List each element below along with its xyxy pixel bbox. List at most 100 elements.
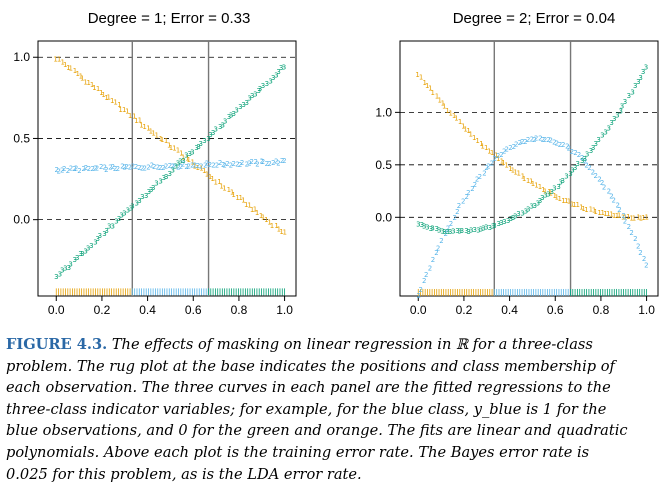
data-point-green: 3: [78, 250, 82, 258]
data-point-green: 3: [502, 218, 506, 226]
data-point-orange: 1: [253, 205, 257, 213]
data-point-blue: 2: [274, 158, 278, 166]
data-point-blue: 2: [633, 235, 637, 243]
data-point-blue: 2: [176, 163, 180, 171]
data-point-orange: 1: [101, 91, 105, 99]
data-point-orange: 1: [75, 70, 79, 78]
data-point-blue: 2: [444, 230, 448, 238]
data-point-orange: 1: [222, 185, 226, 193]
data-point-orange: 1: [422, 79, 426, 87]
data-point-orange: 1: [500, 158, 504, 166]
data-point-blue: 2: [72, 165, 76, 173]
data-point-green: 3: [176, 160, 180, 168]
data-point-green: 3: [499, 219, 503, 227]
data-point-green: 3: [543, 192, 547, 200]
data-point-green: 3: [158, 177, 162, 185]
data-point-blue: 2: [526, 136, 530, 144]
data-point-blue: 2: [57, 168, 61, 176]
data-point-green: 3: [570, 166, 574, 174]
data-point-green: 3: [609, 119, 613, 127]
data-point-green: 3: [479, 225, 483, 233]
data-point-blue: 2: [168, 162, 172, 170]
data-point-green: 3: [114, 218, 118, 226]
x-tick-label: 1.0: [276, 303, 293, 317]
data-point-green: 3: [253, 91, 257, 99]
data-point-green: 3: [164, 173, 168, 181]
data-point-orange: 1: [167, 142, 171, 150]
data-point-orange: 1: [435, 93, 439, 101]
data-point-blue: 2: [74, 165, 78, 173]
data-point-blue: 2: [520, 138, 524, 146]
data-point-green: 3: [583, 155, 587, 163]
data-point-blue: 2: [602, 184, 606, 192]
data-point-green: 3: [466, 228, 470, 236]
data-point-green: 3: [496, 220, 500, 228]
data-point-blue: 2: [609, 192, 613, 200]
data-point-blue: 2: [461, 198, 465, 206]
data-point-green: 3: [488, 224, 492, 232]
data-point-orange: 1: [90, 81, 94, 89]
data-point-green: 3: [154, 179, 158, 187]
data-point-orange: 1: [107, 94, 111, 102]
data-point-orange: 1: [125, 108, 129, 116]
data-point-blue: 2: [532, 136, 536, 144]
data-point-orange: 1: [543, 187, 547, 195]
data-point-green: 3: [218, 123, 222, 131]
data-point-blue: 2: [644, 261, 648, 269]
data-point-orange: 1: [66, 64, 70, 72]
data-point-green: 3: [227, 113, 231, 121]
data-point-green: 3: [221, 122, 225, 130]
data-point-blue: 2: [240, 159, 244, 167]
data-point-blue: 2: [84, 164, 88, 172]
data-point-orange: 1: [80, 75, 84, 83]
data-point-green: 3: [247, 94, 251, 102]
data-point-green: 3: [144, 192, 148, 200]
data-point-orange: 1: [186, 156, 190, 164]
data-point-green: 3: [416, 220, 420, 228]
data-point-blue: 2: [523, 138, 527, 146]
data-point-orange: 1: [202, 167, 206, 175]
data-point-blue: 2: [221, 161, 225, 169]
data-point-blue: 2: [455, 208, 459, 216]
data-point-blue: 2: [499, 151, 503, 159]
data-point-orange: 1: [458, 118, 462, 126]
data-point-orange: 1: [118, 106, 122, 114]
data-point-orange: 1: [138, 117, 142, 125]
data-point-green: 3: [60, 267, 64, 275]
caption-line-1: FIGURE 4.3. The effects of masking on li…: [6, 336, 593, 353]
caption-line-4: three-class indicator variables; for exa…: [6, 400, 607, 418]
data-point-green: 3: [211, 129, 215, 137]
data-point-green: 3: [271, 74, 275, 82]
data-point-blue: 2: [541, 136, 545, 144]
data-point-blue: 2: [534, 134, 538, 142]
data-point-blue: 2: [638, 249, 642, 257]
data-point-green: 3: [258, 85, 262, 93]
data-point-blue: 2: [543, 136, 547, 144]
data-point-green: 3: [550, 188, 554, 196]
data-point-green: 3: [420, 221, 424, 229]
data-point-blue: 2: [215, 162, 219, 170]
data-point-orange: 1: [484, 144, 488, 152]
data-point-blue: 2: [512, 143, 516, 151]
data-point-blue: 2: [60, 167, 64, 175]
data-point-orange: 1: [603, 210, 607, 218]
data-point-orange: 1: [581, 205, 585, 213]
data-point-blue: 2: [464, 193, 468, 201]
data-point-orange: 1: [142, 123, 146, 131]
data-point-orange: 1: [564, 197, 568, 205]
data-point-orange: 1: [552, 192, 556, 200]
caption-line-3: each observation. The three curves in ea…: [6, 379, 611, 397]
data-point-orange: 1: [557, 195, 561, 203]
data-point-orange: 1: [83, 79, 87, 87]
data-point-green: 3: [644, 63, 648, 71]
data-point-orange: 1: [255, 209, 259, 217]
data-point-green: 3: [147, 188, 151, 196]
data-point-orange: 1: [526, 177, 530, 185]
data-point-orange: 1: [57, 56, 61, 64]
data-point-blue: 2: [466, 189, 470, 197]
data-point-green: 3: [223, 118, 227, 126]
data-point-blue: 2: [229, 162, 233, 170]
data-point-green: 3: [540, 194, 544, 202]
data-point-orange: 1: [60, 59, 64, 67]
data-point-blue: 2: [69, 164, 73, 172]
